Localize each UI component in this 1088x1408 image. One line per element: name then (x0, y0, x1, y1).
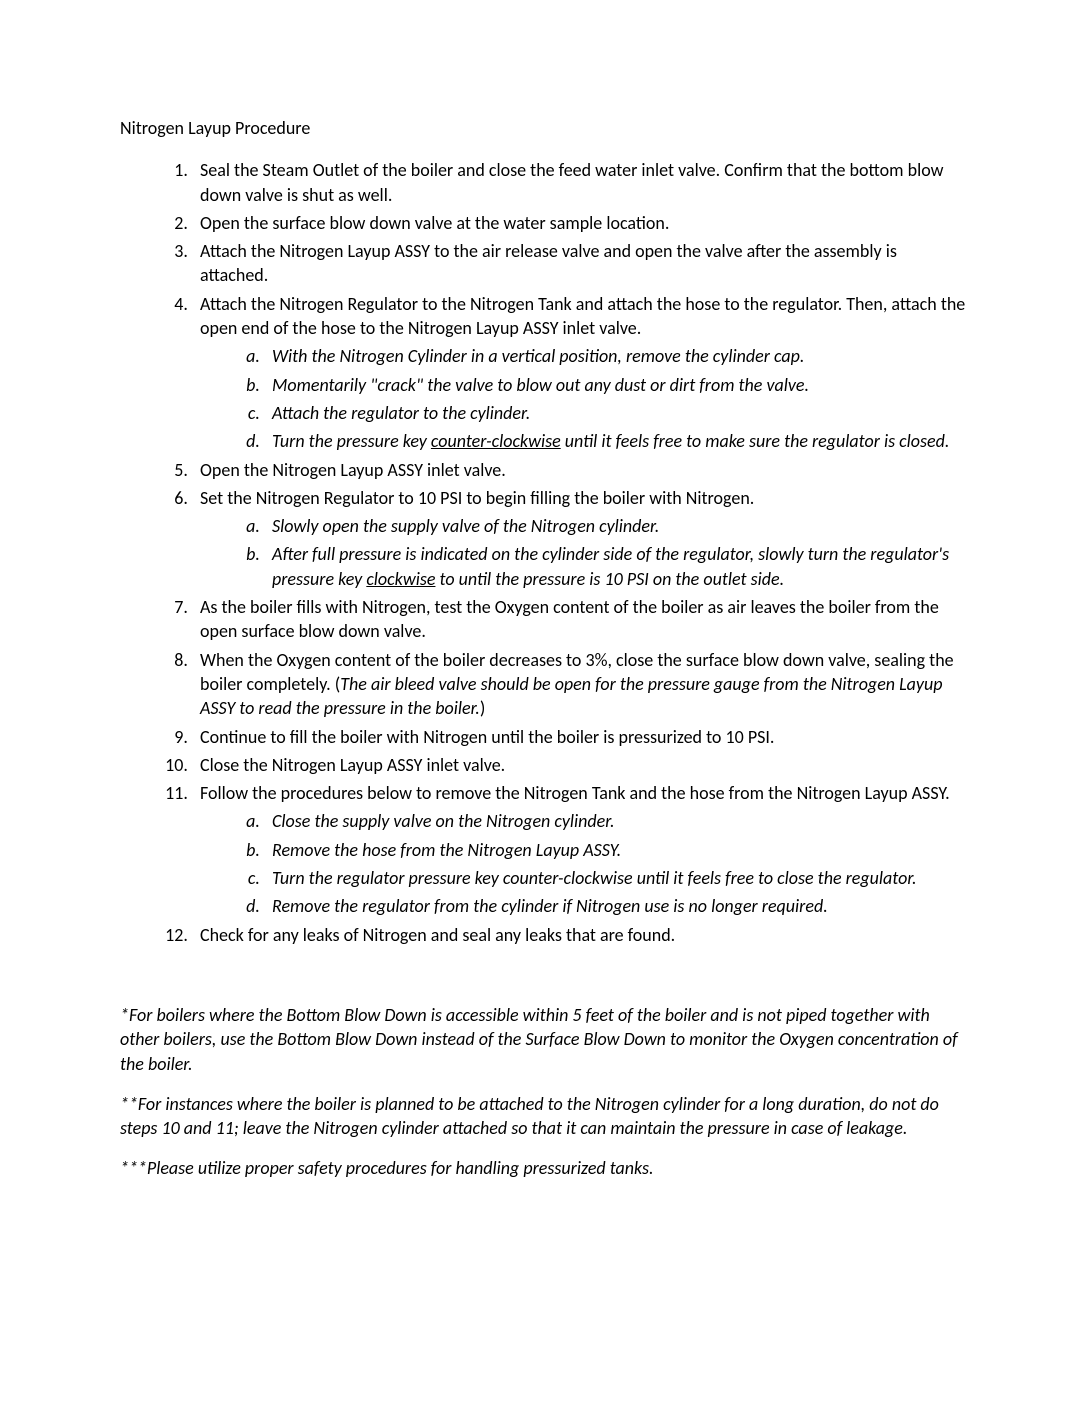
procedure-step: Close the Nitrogen Layup ASSY inlet valv… (192, 753, 968, 777)
sub-step: Close the supply valve on the Nitrogen c… (264, 809, 968, 833)
sub-step: Momentarily "crack" the valve to blow ou… (264, 373, 968, 397)
procedure-step: Attach the Nitrogen Regulator to the Nit… (192, 292, 968, 454)
sub-step-list: Slowly open the supply valve of the Nitr… (200, 514, 968, 591)
sub-step: Remove the hose from the Nitrogen Layup … (264, 838, 968, 862)
footnotes-section: *For boilers where the Bottom Blow Down … (120, 1003, 968, 1181)
document-title: Nitrogen Layup Procedure (120, 116, 968, 140)
procedure-list: Seal the Steam Outlet of the boiler and … (120, 158, 968, 947)
procedure-step: Continue to fill the boiler with Nitroge… (192, 725, 968, 749)
sub-step: Slowly open the supply valve of the Nitr… (264, 514, 968, 538)
procedure-step: Check for any leaks of Nitrogen and seal… (192, 923, 968, 947)
procedure-step: Attach the Nitrogen Layup ASSY to the ai… (192, 239, 968, 288)
footnote: ***Please utilize proper safety procedur… (120, 1156, 968, 1180)
procedure-step: Seal the Steam Outlet of the boiler and … (192, 158, 968, 207)
footnote: **For instances where the boiler is plan… (120, 1092, 968, 1141)
procedure-step: Follow the procedures below to remove th… (192, 781, 968, 918)
procedure-step: When the Oxygen content of the boiler de… (192, 648, 968, 721)
sub-step: With the Nitrogen Cylinder in a vertical… (264, 344, 968, 368)
footnote: *For boilers where the Bottom Blow Down … (120, 1003, 968, 1076)
procedure-step: Open the Nitrogen Layup ASSY inlet valve… (192, 458, 968, 482)
sub-step: Attach the regulator to the cylinder. (264, 401, 968, 425)
document-page: Nitrogen Layup Procedure Seal the Steam … (0, 0, 1088, 1297)
sub-step: Remove the regulator from the cylinder i… (264, 894, 968, 918)
procedure-step: As the boiler fills with Nitrogen, test … (192, 595, 968, 644)
sub-step: After full pressure is indicated on the … (264, 542, 968, 591)
sub-step-list: With the Nitrogen Cylinder in a vertical… (200, 344, 968, 453)
sub-step: Turn the pressure key counter-clockwise … (264, 429, 968, 453)
sub-step-list: Close the supply valve on the Nitrogen c… (200, 809, 968, 918)
procedure-step: Open the surface blow down valve at the … (192, 211, 968, 235)
procedure-step: Set the Nitrogen Regulator to 10 PSI to … (192, 486, 968, 591)
sub-step: Turn the regulator pressure key counter-… (264, 866, 968, 890)
